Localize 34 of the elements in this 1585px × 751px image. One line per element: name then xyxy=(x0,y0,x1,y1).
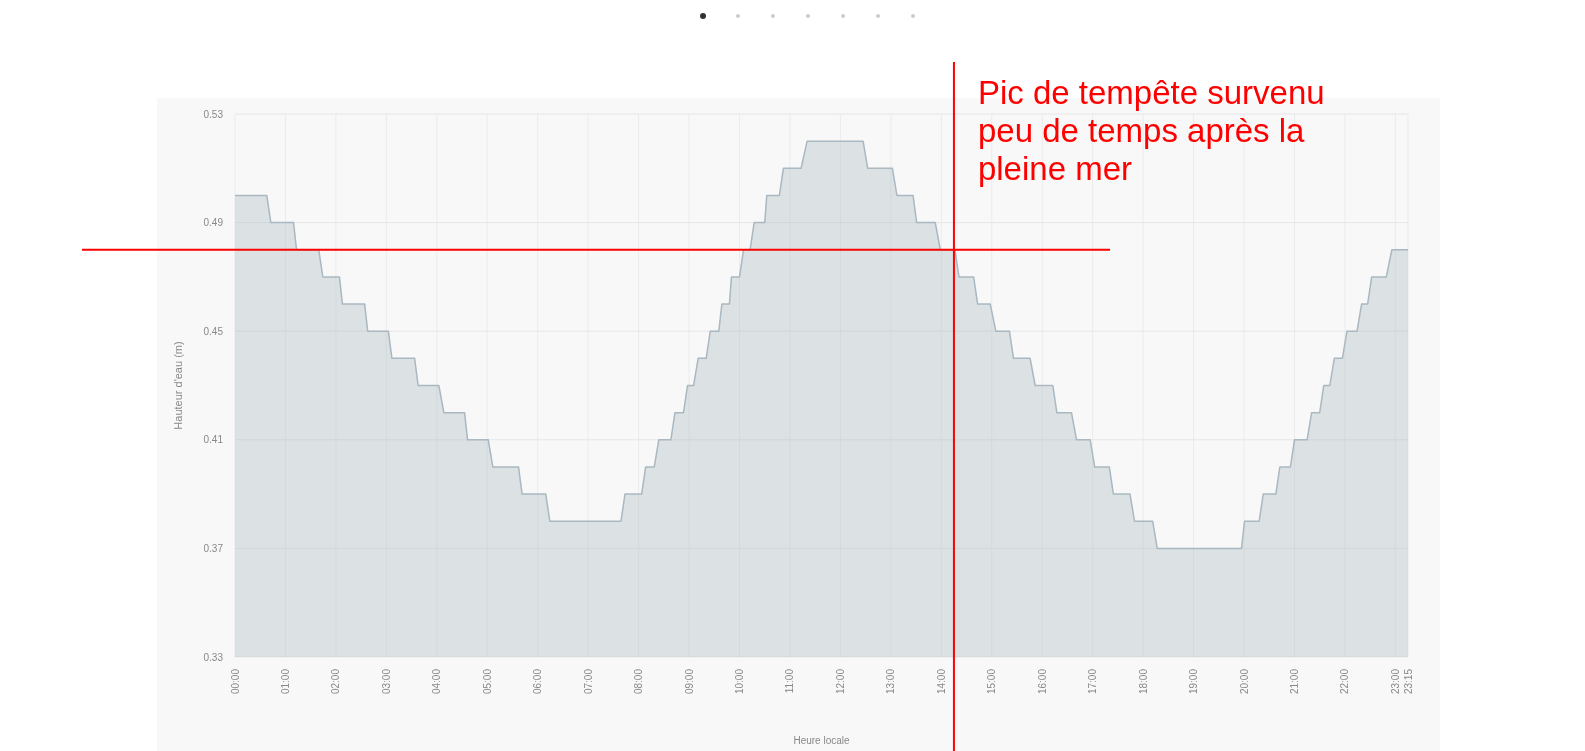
x-tick-label: 17:00 xyxy=(1087,668,1099,695)
x-tick-label: 10:00 xyxy=(734,668,746,695)
y-tick-label: 0.41 xyxy=(203,434,224,446)
x-tick-label: 04:00 xyxy=(431,668,443,695)
x-tick-label: 05:00 xyxy=(481,668,493,695)
x-tick-label: 22:00 xyxy=(1339,668,1351,695)
ref-line-label: Pic de tempête survenu peu de temps après la pleine mer xyxy=(977,74,1325,187)
x-tick-label: 13:00 xyxy=(885,668,897,695)
x-tick-label: 03:00 xyxy=(380,668,392,695)
y-tick-label: 0.45 xyxy=(203,325,224,337)
x-tick-label: 08:00 xyxy=(633,668,645,695)
x-tick-label: 19:00 xyxy=(1188,668,1200,695)
x-tick-label: 18:00 xyxy=(1137,668,1149,695)
y-tick-label: 0.53 xyxy=(203,108,224,120)
x-tick-label: 12:00 xyxy=(834,668,846,695)
x-tick-label: 06:00 xyxy=(532,668,544,695)
x-tick-label: 02:00 xyxy=(330,668,342,695)
x-tick-label: 16:00 xyxy=(1036,668,1048,695)
y-tick-label: 0.37 xyxy=(203,542,224,554)
y-tick-label: 0.33 xyxy=(203,651,224,663)
x-tick-label: 20:00 xyxy=(1238,668,1250,695)
y-axis-title: Hauteur d'eau (m) xyxy=(172,341,184,430)
x-tick-label: 09:00 xyxy=(683,668,695,695)
x-tick-label: 21:00 xyxy=(1288,668,1300,695)
x-tick-label: 00:00 xyxy=(229,668,241,695)
y-tick-label: 0.49 xyxy=(203,217,224,229)
x-tick-label: 15:00 xyxy=(986,668,998,695)
x-tick-label: 01:00 xyxy=(279,668,291,695)
x-tick-label: 14:00 xyxy=(935,668,947,695)
x-tick-label: 11:00 xyxy=(784,668,796,694)
x-tick-label: 07:00 xyxy=(582,668,594,695)
x-tick-label: 23:00 xyxy=(1389,668,1401,695)
x-tick-label: 23:15 xyxy=(1402,668,1414,695)
x-axis-title: Heure locale xyxy=(793,735,850,746)
